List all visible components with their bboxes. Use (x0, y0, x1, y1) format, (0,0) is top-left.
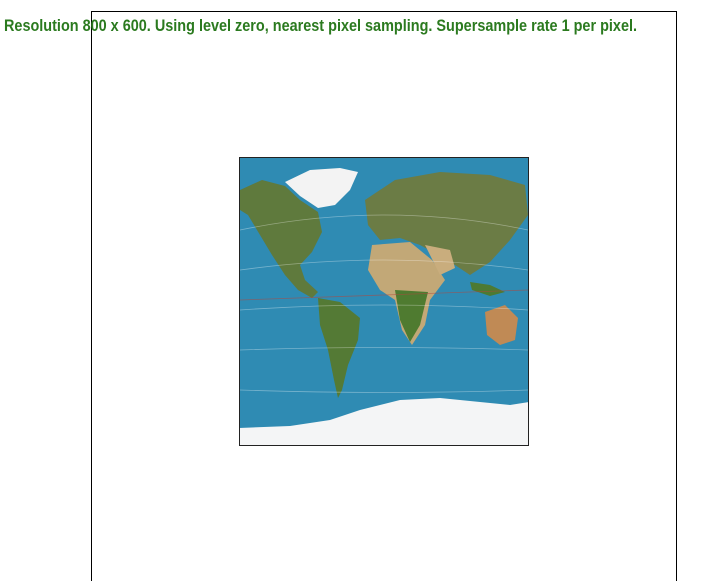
antarctica (239, 398, 529, 446)
status-message: Resolution 800 x 600. Using level zero, … (4, 16, 637, 35)
australia (485, 305, 518, 345)
arabia (425, 245, 455, 275)
south-america (318, 298, 360, 398)
north-america (240, 180, 322, 298)
greenland (285, 168, 358, 208)
equator (239, 289, 529, 301)
central-africa (395, 290, 428, 342)
world-map (239, 157, 529, 446)
indonesia (470, 282, 505, 296)
eurasia (365, 172, 528, 275)
graticule (239, 214, 529, 393)
map-border (239, 157, 529, 446)
